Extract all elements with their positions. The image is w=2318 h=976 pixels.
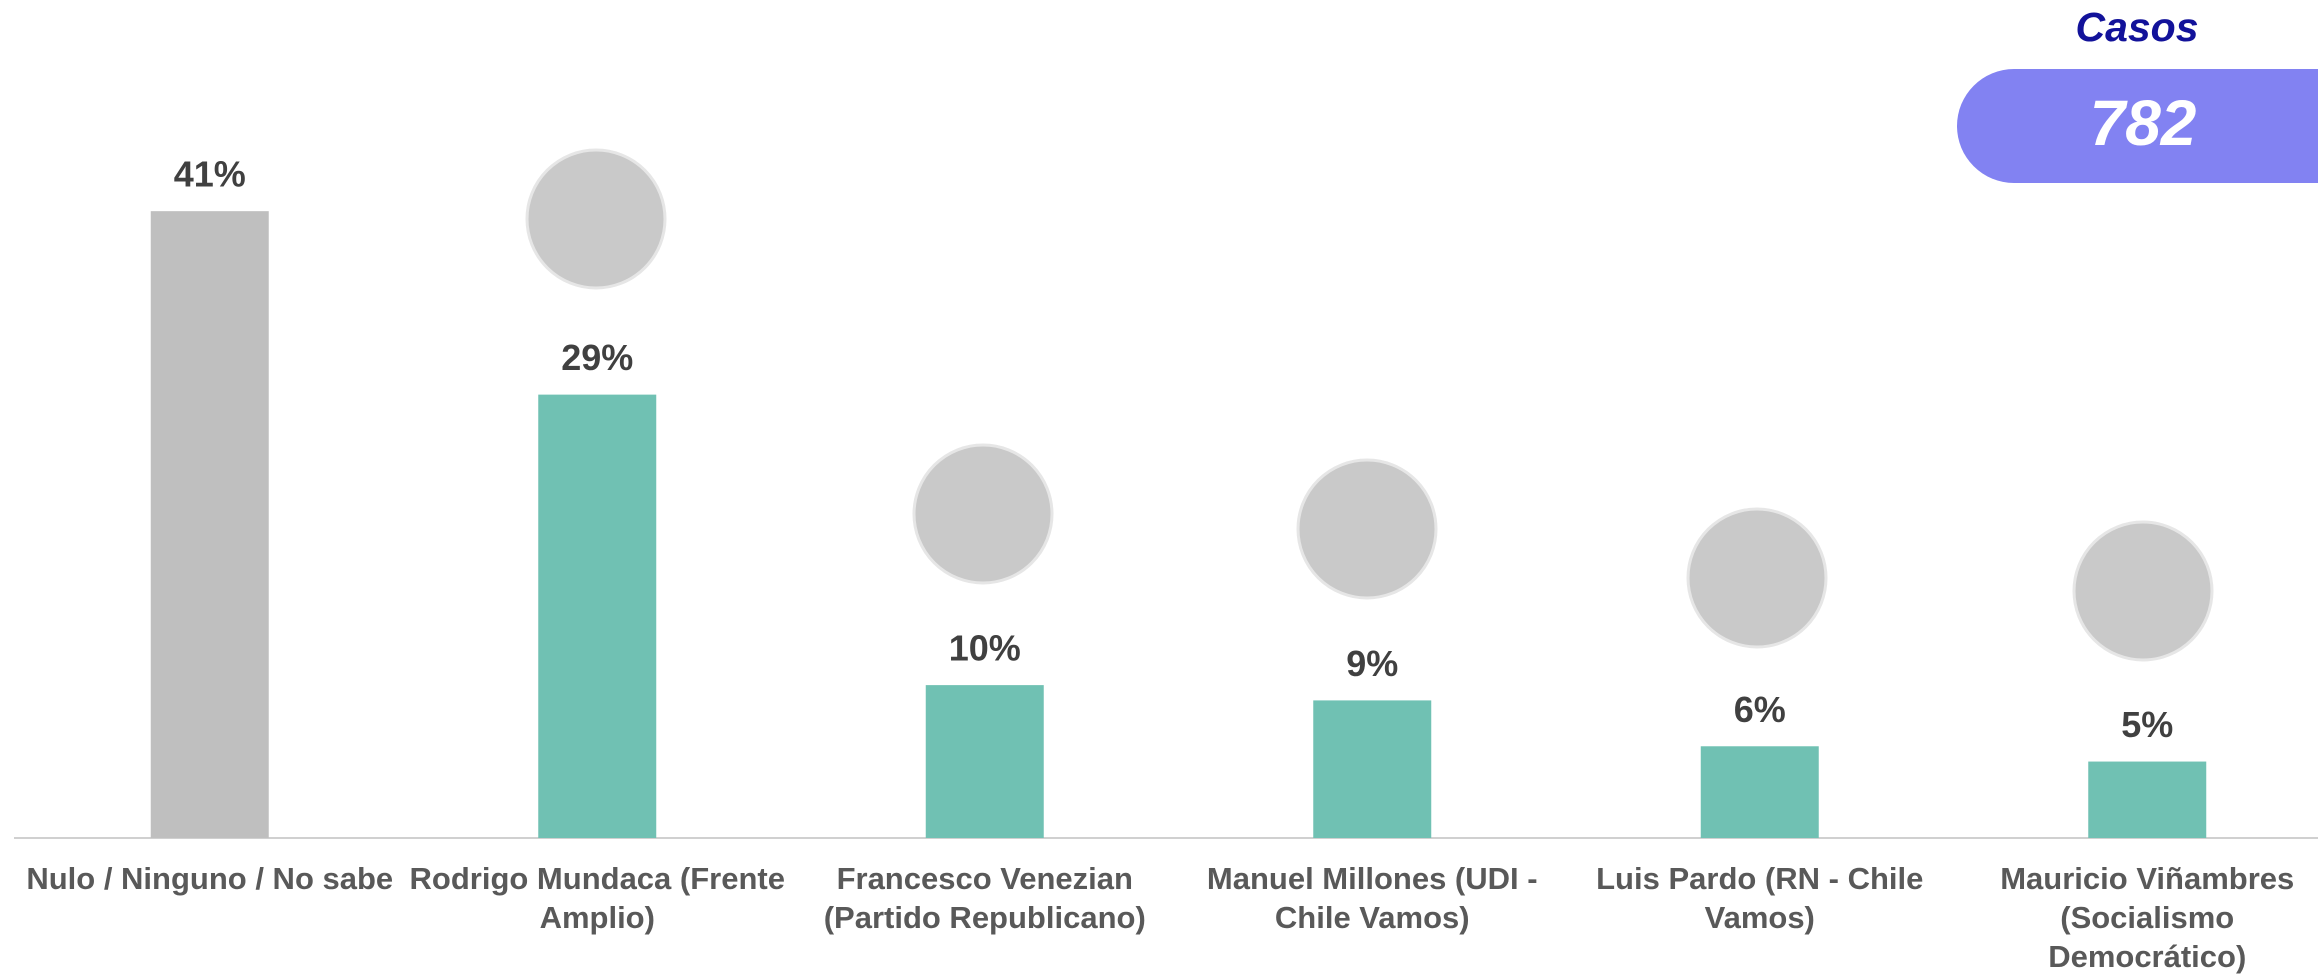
value-label: 5% — [2121, 704, 2173, 745]
value-label: 41% — [174, 154, 246, 195]
candidate-photo — [912, 443, 1054, 585]
bar — [538, 394, 657, 838]
bar — [2088, 761, 2207, 838]
x-tick-label: Nulo / Ninguno / No sabe — [26, 861, 393, 896]
candidate-photo — [1296, 458, 1438, 600]
candidate-photo — [2072, 520, 2214, 662]
bar — [1700, 746, 1819, 838]
cases-value: 782 — [2090, 87, 2197, 159]
bar — [925, 685, 1044, 838]
value-label: 9% — [1346, 643, 1398, 684]
value-label: 10% — [949, 628, 1021, 669]
candidate-photo — [1686, 507, 1828, 649]
bar — [150, 211, 269, 839]
x-tick-label: Mauricio Viñambres (Socialismo Democrático… — [2000, 861, 2294, 974]
photos — [525, 148, 2214, 662]
cases-label: Casos — [2075, 4, 2198, 50]
candidate-photo — [525, 148, 667, 290]
value-label: 6% — [1734, 689, 1786, 730]
x-tick-label: Manuel Millones (UDI -Chile Vamos) — [1207, 861, 1538, 935]
x-tick-label: Francesco Venezian (Partido Republicano) — [824, 861, 1146, 935]
x-tick-label: Rodrigo Mundaca (Frente Amplio) — [410, 861, 785, 935]
bar — [1313, 700, 1432, 838]
cases-badge — [1957, 69, 2318, 183]
x-tick-label: Luis Pardo (RN - Chile Vamos) — [1596, 861, 1923, 935]
value-label: 29% — [561, 337, 633, 378]
